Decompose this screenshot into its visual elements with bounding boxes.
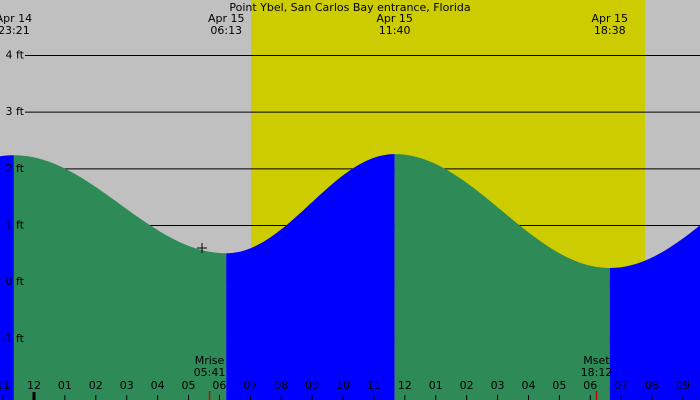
x-tick-label: 05: [552, 379, 566, 392]
y-tick-label: 4 ft: [6, 49, 25, 62]
extreme-time: 18:38: [594, 24, 626, 37]
x-tick-label: 07: [614, 379, 628, 392]
x-tick-label: 05: [182, 379, 196, 392]
x-tick-label: 09: [676, 379, 690, 392]
extreme-date: Apr 15: [208, 12, 245, 25]
x-tick-label: 02: [89, 379, 103, 392]
y-tick-label: -1 ft: [2, 332, 25, 345]
x-tick-label: 06: [583, 379, 597, 392]
x-tick-label: 11: [0, 379, 10, 392]
x-tick-label: 12: [27, 379, 41, 392]
x-tick-label: 01: [58, 379, 72, 392]
x-tick-label: 03: [491, 379, 505, 392]
extreme-date: Apr 15: [591, 12, 628, 25]
y-tick-label: 1 ft: [6, 218, 25, 231]
extreme-date: Apr 14: [0, 12, 32, 25]
tide-area: [394, 154, 610, 400]
x-tick-label: 04: [521, 379, 535, 392]
x-tick-label: 07: [243, 379, 257, 392]
x-tick-label: 11: [367, 379, 381, 392]
extreme-time: 06:13: [210, 24, 242, 37]
x-tick-label: 10: [336, 379, 350, 392]
tide-area: [0, 155, 14, 400]
chart-title: Point Ybel, San Carlos Bay entrance, Flo…: [229, 1, 470, 14]
tide-area: [13, 155, 227, 400]
x-tick-label: 04: [151, 379, 165, 392]
x-tick-label: 01: [429, 379, 443, 392]
x-tick-label: 08: [274, 379, 288, 392]
y-tick-label: 0 ft: [6, 275, 25, 288]
x-tick-label: 02: [460, 379, 474, 392]
x-tick-label: 06: [212, 379, 226, 392]
extreme-time: 11:40: [379, 24, 411, 37]
tide-area: [609, 225, 700, 400]
moon-time: 18:12: [581, 366, 613, 379]
x-tick-label: 09: [305, 379, 319, 392]
tide-area: [226, 154, 395, 400]
extreme-date: Apr 15: [376, 12, 413, 25]
x-tick-label: 12: [398, 379, 412, 392]
extreme-time: 23:21: [0, 24, 30, 37]
moon-label: Mrise: [195, 354, 225, 367]
x-tick-label: 08: [645, 379, 659, 392]
x-tick-label: 03: [120, 379, 134, 392]
moon-time: 05:41: [194, 366, 226, 379]
y-tick-label: 2 ft: [6, 162, 25, 175]
now-marker: [197, 243, 207, 253]
y-tick-label: 3 ft: [6, 105, 25, 118]
moon-label: Mset: [583, 354, 610, 367]
